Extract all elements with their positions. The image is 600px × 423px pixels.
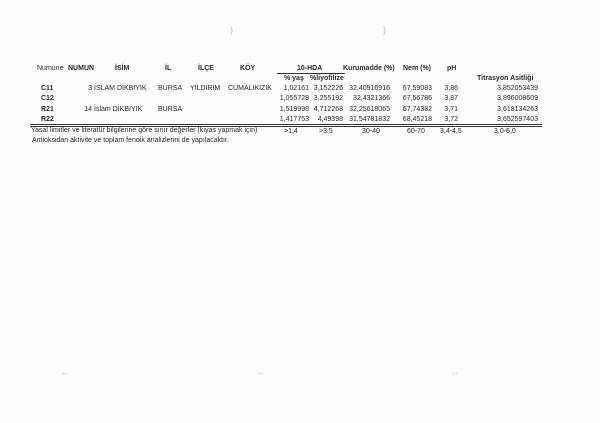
cell-koy: CUMALIKIZIK: [228, 85, 272, 92]
scan-mark: -·: [62, 368, 68, 378]
divider: [30, 126, 542, 127]
cell-yas: 1,417753: [279, 115, 309, 123]
cell-titrasyon: 3,652597403: [497, 115, 538, 123]
cell-numun: 3: [88, 85, 92, 92]
cell-il: BURSA: [158, 85, 183, 92]
cell-titrasyon: 3,852053439: [497, 85, 538, 92]
cell-nem: 68,45218: [402, 115, 432, 123]
footer-text: Yasal limitler ve literatür bilgilerine …: [31, 126, 279, 145]
cell-titrasyon: 3,618134263: [497, 105, 538, 113]
header-il: İL: [165, 65, 172, 72]
cell-isim: İslam DİKBIYIK: [94, 105, 143, 113]
cell-numune: C12: [41, 95, 54, 103]
divider: [277, 73, 345, 74]
header-10-hda: 10-HDA: [297, 65, 323, 72]
header-numun: NUMUN: [68, 65, 95, 72]
scan-mark: -·: [452, 368, 458, 378]
header-koy: KÖY: [240, 65, 256, 72]
header-titrasyon: Titrasyon Asitliği: [477, 75, 534, 82]
cell-numune: R21: [41, 105, 54, 113]
scan-mark: ): [383, 25, 386, 35]
cell-ph: 3,71: [444, 105, 458, 113]
cell-ph: 3,86: [444, 85, 458, 92]
limit-kurumadde: 30-40: [362, 128, 380, 135]
header-kurumadde: Kurumadde (%): [343, 65, 395, 72]
cell-ilce: YILDIRIM: [190, 85, 221, 92]
cell-yas: 1,02161: [283, 85, 309, 92]
note: Antioksidan aktivite ve toplam fenoik an…: [32, 137, 229, 144]
cell-liyofilize: 3,255192: [313, 95, 343, 103]
limit-titrasyon: 3,0-6,0: [494, 128, 516, 135]
scan-mark: ): [230, 25, 233, 35]
header-nem: Nem (%): [403, 65, 432, 72]
header-isim: İSİM: [115, 65, 130, 72]
cell-nem: 67,59083: [402, 85, 432, 92]
divider: [30, 124, 542, 125]
cell-titrasyon: 3,896008609: [497, 95, 538, 103]
header-ilce: İLÇE: [198, 65, 214, 72]
cell-kurumadde: 32,4321366: [353, 95, 390, 103]
cell-numun: 14: [84, 105, 92, 113]
limit-yas: >1,4: [284, 128, 298, 135]
cell-liyofilize: 4,712268: [313, 105, 343, 113]
cell-yas: 1,055728: [279, 95, 309, 103]
cell-isim: İSLAM DİKBIYIK: [94, 85, 147, 92]
limit-nem: 60-70: [407, 128, 425, 135]
header-liyofilize: %liyofilize: [310, 75, 344, 82]
header-numune: Numune: [37, 65, 64, 72]
cell-kurumadde: 32,25618065: [349, 105, 390, 113]
cell-nem: 67,56786: [402, 95, 432, 103]
cell-ph: 3,87: [444, 95, 458, 103]
cell-yas: 1,519998: [279, 105, 309, 113]
cell-numune: C11: [41, 85, 54, 92]
limit-liyofilize: >3,5: [319, 128, 333, 135]
header-ph: pH: [447, 65, 457, 72]
cell-liyofilize: 4,49398: [317, 115, 343, 123]
cell-il: BURSA: [158, 105, 183, 113]
limit-ph: 3,4-4,5: [440, 128, 462, 135]
limits-label: Yasal limitler ve literatür bilgilerine …: [31, 127, 258, 134]
cell-nem: 67,74382: [402, 105, 432, 113]
cell-kurumadde: 31,54781832: [349, 115, 390, 123]
scan-mark: -·: [258, 368, 264, 378]
cell-liyofilize: 3,152226: [313, 85, 343, 92]
header-yas: % yaş: [284, 75, 304, 82]
cell-kurumadde: 32,40916916: [349, 85, 390, 92]
cell-numune: R22: [41, 115, 54, 123]
cell-ph: 3,72: [444, 115, 458, 123]
